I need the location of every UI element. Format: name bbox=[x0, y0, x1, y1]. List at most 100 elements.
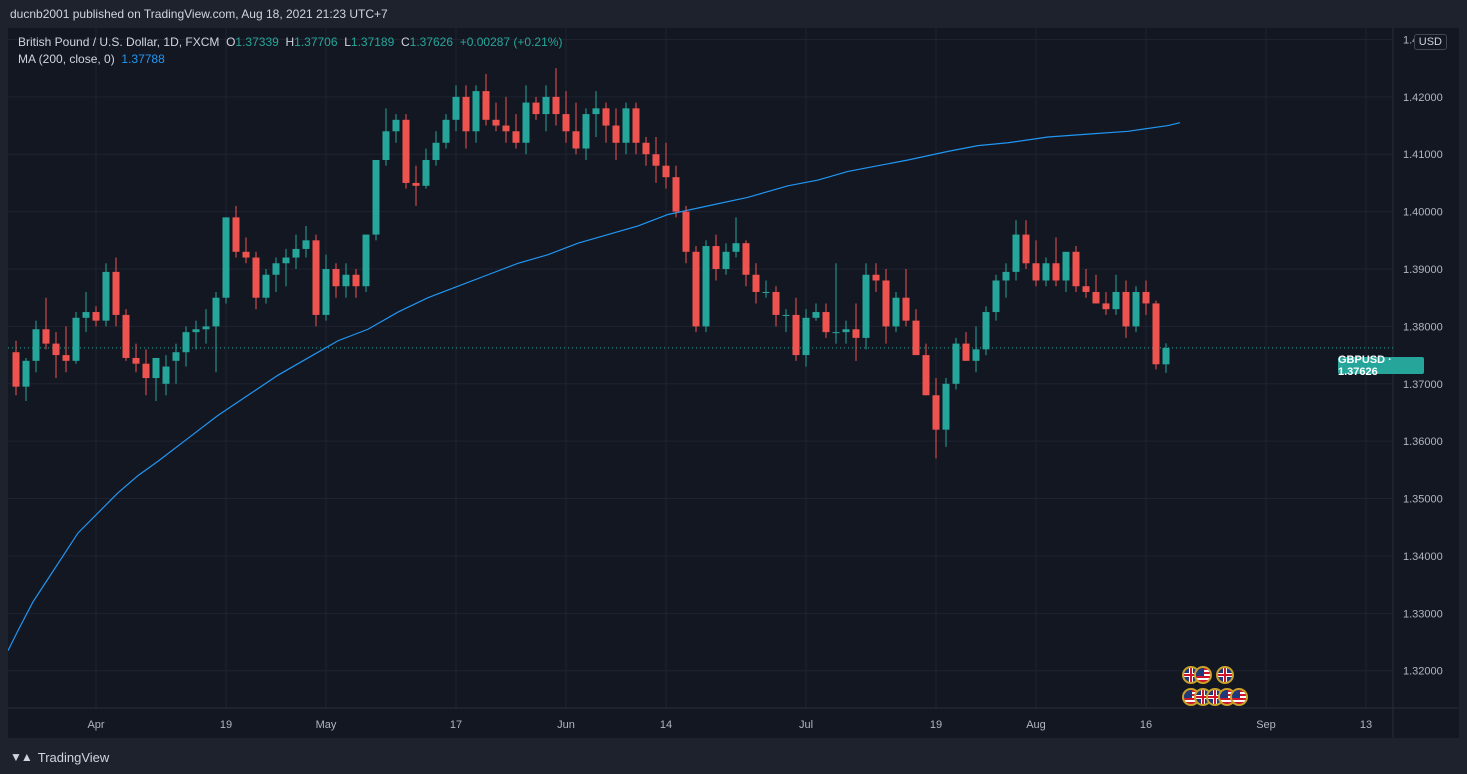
candle-body bbox=[992, 280, 1000, 313]
time-tick-label: Jul bbox=[799, 719, 813, 731]
candle-body bbox=[712, 246, 720, 270]
candle-body bbox=[812, 312, 820, 318]
candle-body bbox=[32, 329, 40, 361]
economic-events[interactable] bbox=[1174, 664, 1264, 710]
time-tick-label: Aug bbox=[1026, 719, 1046, 731]
price-tick-label: 1.34000 bbox=[1403, 551, 1443, 563]
time-tick-label: Sep bbox=[1256, 719, 1276, 731]
close-value: 1.37626 bbox=[409, 35, 454, 49]
time-tick-label: 14 bbox=[660, 719, 672, 731]
candle-body bbox=[292, 248, 300, 258]
candle-body bbox=[1012, 234, 1020, 272]
uk-flag-icon[interactable] bbox=[1216, 666, 1234, 684]
candle-body bbox=[392, 119, 400, 132]
ma-row: MA (200, close, 0) 1.37788 bbox=[18, 51, 562, 68]
candle-body bbox=[92, 312, 100, 321]
candle-body bbox=[222, 217, 230, 298]
candle-body bbox=[532, 102, 540, 115]
currency-button[interactable]: USD bbox=[1413, 34, 1447, 50]
candle-body bbox=[1092, 291, 1100, 304]
candle-body bbox=[142, 363, 150, 379]
candle-body bbox=[52, 343, 60, 356]
uk-flag-icon[interactable] bbox=[1206, 688, 1224, 706]
candle-body bbox=[1062, 251, 1070, 281]
candle-body bbox=[1082, 286, 1090, 292]
change-value: +0.00287 (+0.21%) bbox=[459, 35, 563, 49]
candle-body bbox=[332, 269, 340, 287]
candle-body bbox=[452, 96, 460, 120]
publish-header: ducnb2001 published on TradingView.com, … bbox=[0, 0, 1467, 28]
candle-body bbox=[722, 251, 730, 270]
candle-body bbox=[782, 314, 790, 316]
candle-body bbox=[512, 131, 520, 143]
candle-body bbox=[242, 251, 250, 258]
candle-body bbox=[942, 383, 950, 430]
time-tick-label: 16 bbox=[1140, 719, 1152, 731]
ma-value: 1.37788 bbox=[121, 52, 165, 66]
candle-body bbox=[1102, 303, 1110, 310]
candle-body bbox=[892, 297, 900, 327]
candle-body bbox=[602, 108, 610, 126]
candle-body bbox=[1022, 234, 1030, 264]
candle-body bbox=[232, 217, 240, 252]
price-tick-label: 1.39000 bbox=[1403, 264, 1443, 276]
footer: ▼▲ TradingView bbox=[0, 740, 1467, 774]
candle-body bbox=[1112, 291, 1120, 310]
candle-body bbox=[672, 177, 680, 212]
symbol-description[interactable]: British Pound / U.S. Dollar, 1D, FXCM bbox=[18, 35, 220, 49]
chart-legend: British Pound / U.S. Dollar, 1D, FXCM O1… bbox=[18, 34, 562, 68]
open-value: 1.37339 bbox=[235, 35, 279, 49]
chart-pane[interactable]: 1.430001.420001.410001.400001.390001.380… bbox=[8, 28, 1459, 738]
low-label: L bbox=[344, 35, 351, 49]
price-tick-label: 1.32000 bbox=[1403, 666, 1443, 678]
candle-body bbox=[982, 312, 990, 350]
candle-body bbox=[772, 291, 780, 315]
candle-body bbox=[932, 395, 940, 430]
last-price-label: GBPUSD · 1.37626 bbox=[1338, 354, 1424, 378]
candle-body bbox=[522, 102, 530, 143]
candle-body bbox=[1132, 291, 1140, 327]
tradingview-logo-icon[interactable]: ▼▲ bbox=[10, 750, 33, 764]
candle-body bbox=[632, 108, 640, 143]
candle-body bbox=[572, 131, 580, 149]
candle-body bbox=[1122, 291, 1130, 327]
candle-body bbox=[1072, 251, 1080, 287]
candle-body bbox=[112, 271, 120, 315]
candle-body bbox=[1162, 347, 1170, 365]
price-tick-label: 1.36000 bbox=[1403, 436, 1443, 448]
candle-body bbox=[662, 165, 670, 178]
time-tick-label: Apr bbox=[87, 719, 104, 731]
candle-body bbox=[1142, 291, 1150, 304]
time-tick-label: May bbox=[316, 719, 337, 731]
candle-body bbox=[842, 329, 850, 333]
candle-body bbox=[72, 317, 80, 361]
high-label: H bbox=[285, 35, 295, 49]
candle-body bbox=[972, 349, 980, 361]
candle-body bbox=[542, 96, 550, 115]
candle-body bbox=[42, 329, 50, 344]
candle-body bbox=[832, 332, 840, 334]
candle-body bbox=[912, 320, 920, 356]
candlestick-chart[interactable]: 1.430001.420001.410001.400001.390001.380… bbox=[8, 28, 1459, 738]
candle-body bbox=[802, 317, 810, 356]
candle-body bbox=[1042, 263, 1050, 281]
candle-body bbox=[462, 96, 470, 132]
candle-body bbox=[742, 243, 750, 275]
candle-body bbox=[432, 142, 440, 160]
candle-body bbox=[502, 125, 510, 132]
candle-body bbox=[902, 297, 910, 321]
candle-body bbox=[732, 243, 740, 252]
brand-name[interactable]: TradingView bbox=[37, 749, 110, 765]
candle-body bbox=[362, 234, 370, 287]
price-tick-label: 1.37000 bbox=[1403, 379, 1443, 391]
candle-body bbox=[132, 357, 140, 364]
candle-body bbox=[282, 257, 290, 264]
us-flag-icon[interactable] bbox=[1194, 666, 1212, 684]
us-flag-icon[interactable] bbox=[1230, 688, 1248, 706]
candle-body bbox=[402, 119, 410, 183]
candle-body bbox=[262, 274, 270, 298]
ma-label[interactable]: MA (200, close, 0) bbox=[18, 52, 115, 66]
candle-body bbox=[622, 108, 630, 143]
open-label: O bbox=[226, 35, 236, 49]
candle-body bbox=[272, 263, 280, 275]
